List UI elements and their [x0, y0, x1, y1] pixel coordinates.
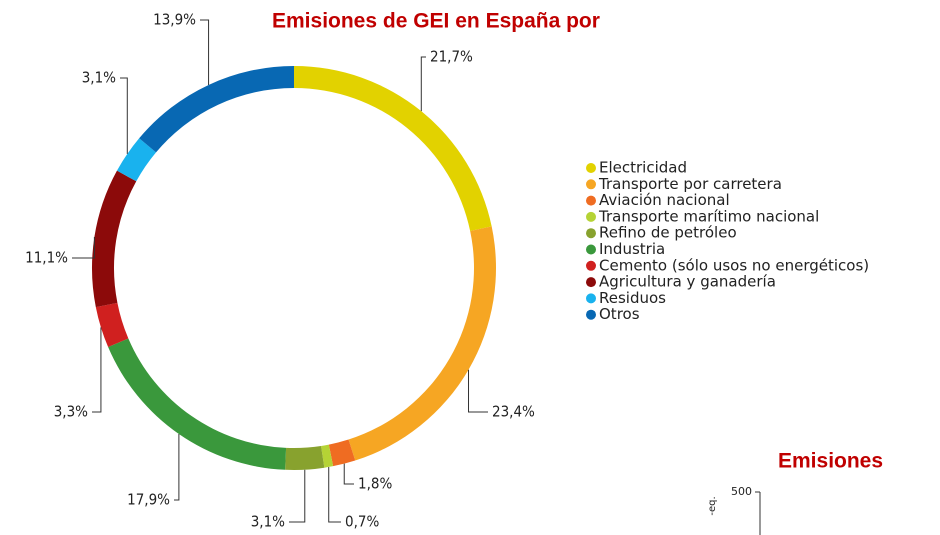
donut-segment: [95, 302, 129, 348]
legend-label: Cemento (sólo usos no energéticos): [599, 256, 869, 274]
legend-swatch: [586, 260, 596, 271]
legend-swatch: [586, 163, 596, 173]
data-label: 3,1%: [251, 513, 285, 531]
data-label: 3,3%: [54, 403, 88, 421]
legend-label: Refino de petróleo: [599, 224, 737, 242]
leader-line: [174, 433, 180, 501]
y-tick-label: 500: [731, 485, 752, 498]
legend-label: Residuos: [599, 289, 666, 307]
legend-label: Otros: [599, 305, 640, 323]
donut-segment: [328, 439, 356, 467]
donut-segment: [116, 138, 157, 182]
leader-line: [72, 237, 95, 259]
donut-segment: [294, 66, 492, 231]
leader-line: [120, 77, 128, 154]
data-label: 17,9%: [127, 491, 170, 509]
legend-swatch: [586, 293, 596, 304]
legend-swatch: [586, 244, 596, 255]
legend-label: Agricultura y ganadería: [599, 273, 776, 291]
data-label: 0,7%: [345, 513, 379, 531]
leader-line: [289, 469, 306, 523]
legend-swatch: [586, 309, 596, 320]
legend-swatch: [586, 228, 596, 239]
legend-swatch: [586, 195, 596, 206]
leader-line: [468, 369, 488, 413]
legend-swatch: [586, 179, 596, 190]
data-label: 11,1%: [25, 249, 68, 267]
legend-label: Transporte marítimo nacional: [598, 207, 819, 225]
legend-label: Transporte por carretera: [598, 175, 782, 193]
data-label: 13,9%: [153, 11, 196, 29]
data-label: 3,1%: [82, 69, 116, 87]
legend-label: Electricidad: [599, 159, 687, 177]
leader-line: [343, 463, 354, 485]
donut-segment: [139, 65, 294, 153]
leader-line: [420, 56, 426, 112]
leader-line: [92, 327, 102, 413]
data-label: 1,8%: [358, 475, 392, 493]
donut-segment: [108, 338, 287, 470]
chart-title: Emisiones: [778, 450, 883, 473]
donut-segment: [285, 445, 325, 470]
donut-segment: [92, 170, 137, 308]
legend-label: Industria: [599, 240, 665, 258]
data-label: 23,4%: [492, 403, 535, 421]
legend-label: Aviación nacional: [599, 191, 730, 209]
data-label: 21,7%: [430, 48, 473, 66]
donut-segment: [348, 226, 497, 461]
legend-swatch: [586, 277, 596, 288]
legend-swatch: [586, 211, 596, 222]
y-axis-label: -eq.: [707, 496, 718, 515]
leader-line: [200, 19, 210, 85]
chart-title: Emisiones de GEI en España por: [272, 10, 600, 33]
leader-line: [328, 466, 341, 523]
donut-segment: [321, 444, 334, 468]
